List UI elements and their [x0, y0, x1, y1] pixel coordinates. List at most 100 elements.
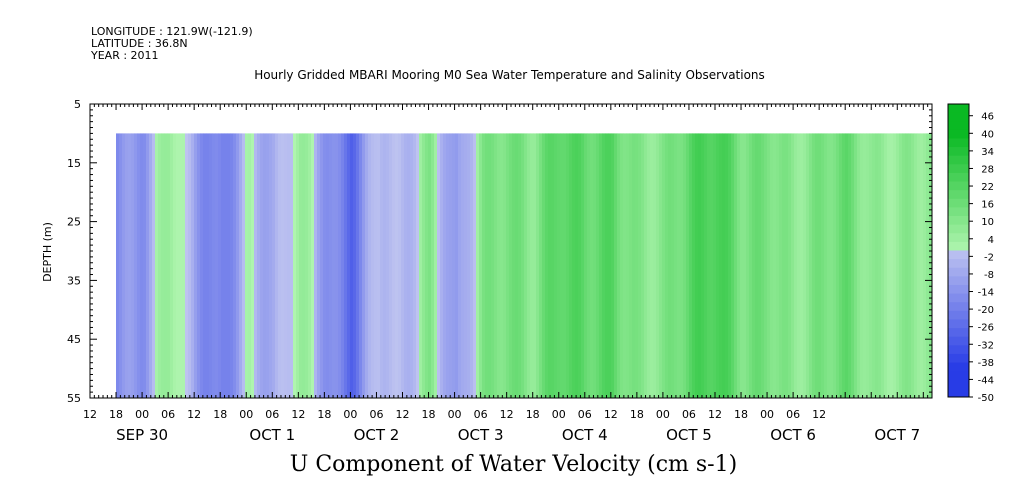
heatmap-cell — [677, 133, 681, 398]
x-tick-label: 06 — [786, 408, 800, 421]
heatmap-cell — [614, 133, 618, 398]
heatmap-cell — [902, 133, 906, 398]
heatmap-cell — [398, 133, 402, 398]
heatmap-cell — [443, 133, 447, 398]
heatmap-cell — [158, 133, 162, 398]
colorbar-label: 40 — [981, 129, 994, 140]
y-tick-label: 45 — [67, 333, 81, 346]
heatmap-cell — [266, 133, 270, 398]
heatmap-cell — [557, 133, 561, 398]
x-tick-label: 18 — [109, 408, 123, 421]
heatmap-cell — [365, 133, 369, 398]
y-tick-label: 15 — [67, 157, 81, 170]
heatmap-cell — [602, 133, 606, 398]
colorbar-cell — [948, 233, 969, 243]
heatmap-cell — [629, 133, 633, 398]
colorbar-cell — [948, 250, 969, 260]
heatmap-cell — [869, 133, 873, 398]
heatmap-cell — [527, 133, 531, 398]
colorbar-cell — [948, 362, 969, 372]
heatmap-cell — [263, 133, 267, 398]
colorbar-cell — [948, 104, 969, 114]
heatmap-cell — [281, 133, 285, 398]
heatmap-cell — [251, 133, 255, 398]
heatmap-cell — [746, 133, 750, 398]
heatmap-cell — [623, 133, 627, 398]
colorbar-cell — [948, 216, 969, 226]
colorbar-label: -38 — [978, 358, 994, 369]
heatmap-cell — [680, 133, 684, 398]
x-tick-label: 12 — [83, 408, 97, 421]
heatmap-cell — [815, 133, 819, 398]
heatmap-cell — [824, 133, 828, 398]
heatmap-cell — [308, 133, 312, 398]
heatmap-cell — [758, 133, 762, 398]
colorbar-label: 16 — [981, 200, 994, 211]
x-tick-label: 06 — [474, 408, 488, 421]
heatmap-cell — [530, 133, 534, 398]
heatmap-cell — [599, 133, 603, 398]
x-tick-label: 06 — [265, 408, 279, 421]
heatmap-cell — [551, 133, 555, 398]
colorbar-cell — [948, 207, 969, 217]
colorbar-label: 28 — [981, 164, 994, 175]
heatmap-cell — [419, 133, 423, 398]
heatmap-cell — [188, 133, 192, 398]
x-tick-label: 12 — [187, 408, 201, 421]
x-tick-label: 18 — [630, 408, 644, 421]
heatmap-cell — [467, 133, 471, 398]
colorbar-cell — [948, 276, 969, 286]
colorbar-label: 46 — [981, 112, 994, 123]
colorbar-label: -2 — [984, 252, 994, 263]
heatmap-cell — [764, 133, 768, 398]
heatmap-cell — [290, 133, 294, 398]
x-tick-label: 12 — [500, 408, 514, 421]
heatmap-cell — [227, 133, 231, 398]
heatmap-cell — [701, 133, 705, 398]
heatmap-cell — [134, 133, 138, 398]
y-axis: 5 15 25 35 45 55 — [67, 98, 932, 405]
heatmap-cell — [374, 133, 378, 398]
heatmap-cell — [221, 133, 225, 398]
heatmap-cell — [821, 133, 825, 398]
heatmap-cell — [905, 133, 909, 398]
heatmap-cell — [293, 133, 297, 398]
colorbar-label: 10 — [981, 217, 994, 228]
heatmap-cell — [590, 133, 594, 398]
colorbar-cell — [948, 198, 969, 208]
heatmap-cell — [797, 133, 801, 398]
heatmap-cell — [494, 133, 498, 398]
heatmap-cell — [689, 133, 693, 398]
colorbar-label: -44 — [978, 375, 994, 386]
colorbar-cell — [948, 328, 969, 338]
heatmap-cell — [635, 133, 639, 398]
heatmap-cell — [653, 133, 657, 398]
heatmap-cell — [572, 133, 576, 398]
heatmap-cell — [155, 133, 159, 398]
heatmap-cell — [239, 133, 243, 398]
heatmap-cell — [851, 133, 855, 398]
heatmap-cell — [491, 133, 495, 398]
heatmap-cell — [377, 133, 381, 398]
x-tick-label: 00 — [760, 408, 774, 421]
heatmap-cell — [125, 133, 129, 398]
heatmap-cell — [671, 133, 675, 398]
heatmap-cell — [410, 133, 414, 398]
heatmap-cell — [347, 133, 351, 398]
heatmap-cell — [605, 133, 609, 398]
colorbar-label: 4 — [988, 235, 994, 246]
x-tick-label: 06 — [682, 408, 696, 421]
heatmap-cell — [452, 133, 456, 398]
heatmap-cell — [320, 133, 324, 398]
heatmap-cell — [542, 133, 546, 398]
heatmap-cell — [569, 133, 573, 398]
heatmap-cell — [755, 133, 759, 398]
heatmap-cell — [665, 133, 669, 398]
x-tick-label: 12 — [812, 408, 826, 421]
heatmap-cell — [422, 133, 426, 398]
heatmap-cell — [734, 133, 738, 398]
heatmap-cell — [872, 133, 876, 398]
heatmap-cell — [809, 133, 813, 398]
heatmap-cell — [578, 133, 582, 398]
